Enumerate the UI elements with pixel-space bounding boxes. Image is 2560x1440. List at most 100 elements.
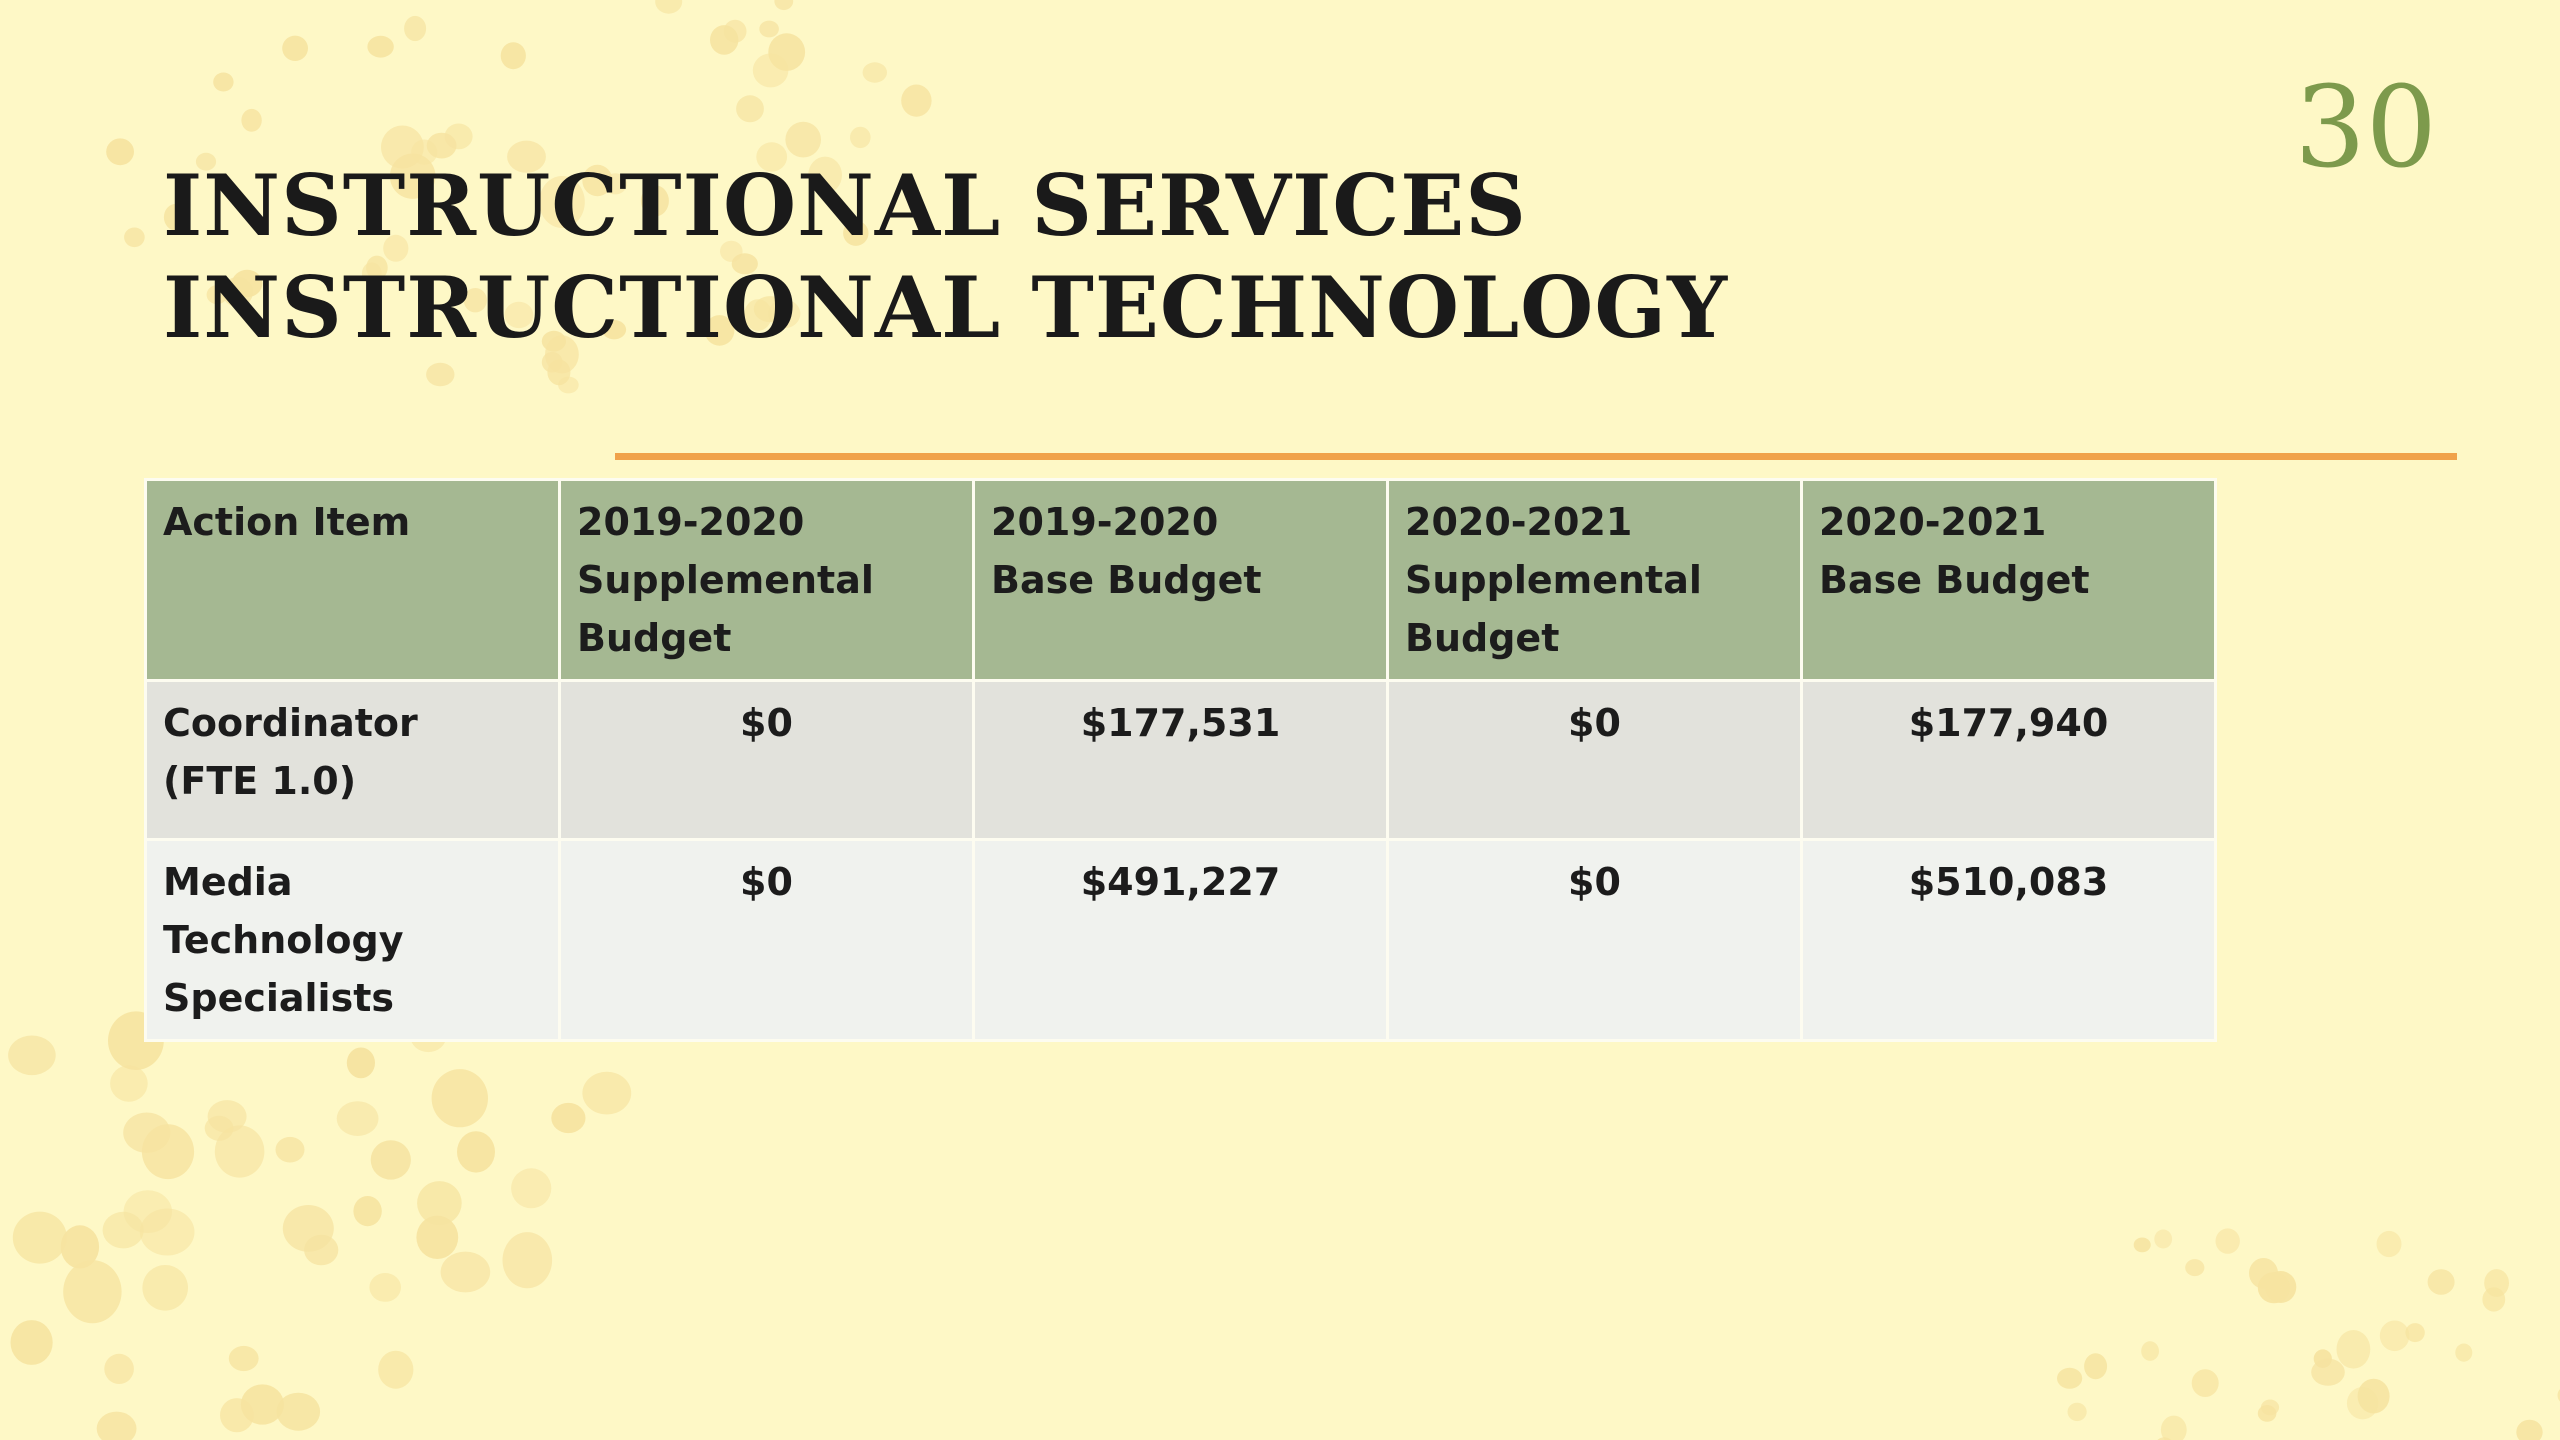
header-line: Supplemental	[1405, 558, 1702, 602]
decorative-dot	[539, 176, 585, 228]
decorative-dot	[2257, 1272, 2290, 1304]
decorative-dot	[720, 240, 743, 262]
decorative-dot	[463, 288, 487, 313]
decorative-dot	[12, 1211, 67, 1264]
decorative-dot	[204, 1115, 234, 1141]
decorative-dot	[124, 227, 145, 248]
header-2020-2021-supplemental: 2020-2021 Supplemental Budget	[1386, 478, 1803, 682]
decorative-dot	[744, 299, 772, 331]
header-line: Budget	[577, 616, 732, 660]
decorative-dot	[502, 1232, 553, 1289]
decorative-dot	[110, 1065, 148, 1102]
header-action-item: Action Item	[144, 478, 561, 682]
decorative-dot	[163, 203, 188, 231]
table-header-row: Action Item 2019-2020 Supplemental Budge…	[144, 478, 2217, 682]
decorative-dot	[383, 234, 409, 262]
value-cell: $177,940	[1800, 679, 2217, 841]
decorative-dot	[60, 1225, 100, 1269]
decorative-dot	[2376, 1230, 2402, 1258]
action-item-cell: Media Technology Specialists	[144, 838, 561, 1042]
decorative-dot	[551, 1102, 586, 1134]
decorative-dot	[774, 0, 794, 11]
decorative-dot	[228, 1345, 259, 1372]
decorative-dot	[2257, 1405, 2277, 1422]
header-line: 2020-2021	[1405, 500, 1633, 544]
decorative-dot	[2455, 1343, 2473, 1362]
decorative-dot	[710, 25, 739, 55]
decorative-dot	[2154, 1229, 2173, 1249]
action-item-cell: Coordinator (FTE 1.0)	[144, 679, 561, 841]
decorative-dot	[141, 1124, 195, 1180]
decorative-dot	[808, 156, 842, 194]
header-2019-2020-base: 2019-2020 Base Budget	[972, 478, 1389, 682]
header-line: 2019-2020	[991, 500, 1219, 544]
page-number: 30	[2294, 63, 2437, 193]
decorative-dot	[222, 277, 254, 307]
decorative-dot	[8, 1035, 56, 1076]
title-line-2: INSTRUCTIONAL TECHNOLOGY	[163, 258, 1729, 357]
decorative-dot	[404, 15, 427, 42]
value-cell: $0	[558, 838, 975, 1042]
decorative-dot	[2311, 1358, 2345, 1386]
decorative-dot	[504, 301, 534, 329]
decorative-dot	[142, 1265, 188, 1311]
title-line-1: INSTRUCTIONAL SERVICES	[163, 156, 1527, 255]
decorative-dot	[10, 1320, 53, 1365]
decorative-dot	[431, 1069, 488, 1128]
accent-rule	[615, 453, 2457, 460]
value-cell: $491,227	[972, 838, 1389, 1042]
slide-title: INSTRUCTIONAL SERVICES INSTRUCTIONAL TEC…	[163, 155, 1728, 359]
value-cell: $177,531	[972, 679, 1389, 841]
table-row: Coordinator (FTE 1.0) $0 $177,531 $0 $17…	[144, 679, 2217, 841]
decorative-dot	[752, 53, 789, 88]
decorative-dot	[378, 1350, 414, 1389]
decorative-dot	[603, 173, 627, 195]
decorative-dot	[756, 142, 788, 172]
decorative-dot	[426, 362, 455, 387]
decorative-dot	[276, 1392, 321, 1431]
decorative-dot	[282, 35, 308, 61]
decorative-dot	[195, 152, 217, 171]
decorative-dot	[96, 1411, 137, 1440]
action-item-line: (FTE 1.0)	[163, 759, 357, 803]
decorative-dot	[640, 185, 669, 217]
header-2020-2021-base: 2020-2021 Base Budget	[1800, 478, 2217, 682]
decorative-dot	[843, 220, 869, 246]
decorative-dot	[426, 132, 457, 159]
value-cell: $0	[558, 679, 975, 841]
decorative-dot	[206, 285, 228, 305]
header-line: Action Item	[163, 500, 411, 544]
decorative-dot	[850, 126, 871, 149]
decorative-dot	[2160, 1415, 2187, 1440]
decorative-dot	[139, 1208, 195, 1256]
decorative-dot	[2484, 1269, 2510, 1297]
budget-table: Action Item 2019-2020 Supplemental Budge…	[144, 478, 2217, 1042]
decorative-dot	[2215, 1228, 2240, 1254]
header-line: Budget	[1405, 616, 1560, 660]
decorative-dot	[367, 35, 394, 58]
decorative-dot	[102, 1211, 144, 1249]
decorative-dot	[63, 1260, 122, 1324]
decorative-dot	[582, 1071, 632, 1115]
header-line: 2019-2020	[577, 500, 805, 544]
value-cell: $0	[1386, 838, 1803, 1042]
decorative-dot	[2191, 1369, 2219, 1397]
header-line: Supplemental	[577, 558, 874, 602]
decorative-dot	[416, 1215, 459, 1260]
decorative-dot	[901, 84, 932, 117]
decorative-dot	[2067, 1402, 2087, 1422]
decorative-dot	[336, 1101, 379, 1136]
decorative-dot	[2557, 1389, 2560, 1402]
decorative-dot	[655, 0, 683, 14]
decorative-dot	[2379, 1320, 2410, 1352]
table-row: Media Technology Specialists $0 $491,227…	[144, 838, 2217, 1042]
action-item-line: Specialists	[163, 976, 394, 1020]
decorative-dot	[104, 1353, 134, 1384]
decorative-dot	[704, 315, 735, 346]
header-line: Base Budget	[991, 558, 1262, 602]
decorative-dot	[2427, 1269, 2455, 1295]
decorative-dot	[389, 153, 436, 199]
decorative-dot	[2346, 1387, 2379, 1420]
decorative-dot	[353, 1196, 382, 1227]
decorative-dot	[507, 140, 546, 173]
